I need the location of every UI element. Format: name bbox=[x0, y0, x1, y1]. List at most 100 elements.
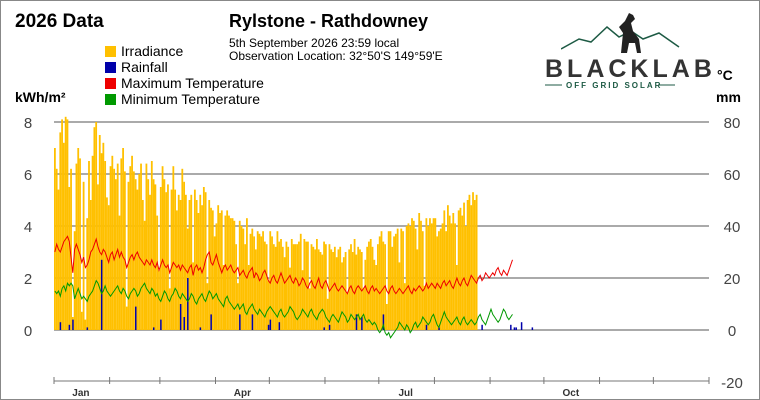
irradiance-bar bbox=[185, 194, 187, 330]
irradiance-bar bbox=[269, 231, 272, 330]
irradiance-bar bbox=[253, 236, 255, 330]
irradiance-bar bbox=[222, 265, 225, 330]
irradiance-bar bbox=[79, 158, 81, 330]
irradiance-bar bbox=[258, 233, 261, 330]
irradiance-bar bbox=[89, 200, 92, 330]
irradiance-bar bbox=[116, 163, 119, 330]
irradiance-bar bbox=[274, 246, 277, 330]
irradiance-bar bbox=[441, 223, 444, 330]
rainfall-bar bbox=[328, 324, 331, 330]
irradiance-bar bbox=[249, 233, 252, 330]
irradiance-bar bbox=[382, 241, 385, 330]
irradiance-bar bbox=[201, 205, 203, 330]
irradiance-bar bbox=[326, 298, 329, 330]
irradiance-bar bbox=[154, 184, 157, 330]
right-tick-label: -20 bbox=[721, 375, 743, 392]
irradiance-bar bbox=[307, 241, 309, 330]
rainfall-bar bbox=[251, 314, 254, 330]
irradiance-bar bbox=[362, 288, 365, 330]
irradiance-bar bbox=[312, 246, 315, 330]
irradiance-bar bbox=[391, 246, 394, 330]
irradiance-bar bbox=[57, 189, 60, 330]
irradiance-bar bbox=[432, 218, 435, 330]
irradiance-bar bbox=[168, 288, 171, 330]
max-temperature-line bbox=[54, 235, 513, 295]
irradiance-bar bbox=[423, 285, 426, 330]
irradiance-bar bbox=[335, 257, 338, 330]
irradiance-bar bbox=[149, 194, 151, 330]
irradiance-bar bbox=[400, 228, 403, 330]
irradiance-bar bbox=[193, 189, 196, 330]
irradiance-bar bbox=[91, 155, 94, 330]
irradiance-bar bbox=[463, 202, 465, 330]
irradiance-bar bbox=[211, 210, 214, 330]
x-tick-label-oct: Oct bbox=[562, 388, 579, 399]
irradiance-bar bbox=[147, 179, 150, 330]
irradiance-bar bbox=[120, 158, 123, 330]
temperature-lines bbox=[54, 235, 513, 339]
irradiance-bar bbox=[127, 181, 130, 330]
legend-min-temp: Minimum Temperature bbox=[105, 92, 260, 107]
rainfall-bar bbox=[199, 327, 202, 330]
irradiance-bar bbox=[136, 189, 139, 330]
irradiance-bar bbox=[256, 231, 259, 330]
irradiance-bar bbox=[97, 184, 99, 330]
irradiance-bar bbox=[235, 244, 238, 330]
irradiance-bar bbox=[412, 220, 415, 330]
irradiance-bar bbox=[107, 205, 110, 330]
irradiance-bar bbox=[473, 200, 476, 330]
irradiance-bar bbox=[254, 249, 257, 330]
rainfall-bar bbox=[72, 319, 74, 330]
irradiance-bar bbox=[472, 192, 474, 330]
irradiance-bar bbox=[416, 249, 419, 330]
irradiance-bar bbox=[398, 262, 401, 330]
irradiance-bar bbox=[420, 220, 422, 330]
irradiance-bar bbox=[64, 116, 67, 330]
irradiance-bar bbox=[62, 142, 65, 330]
irradiance-bar bbox=[260, 236, 263, 330]
irradiance-bar bbox=[405, 226, 408, 330]
legend-swatch-irradiance bbox=[105, 46, 116, 57]
irradiance-bar bbox=[104, 161, 107, 330]
irradiance-bar bbox=[98, 135, 101, 330]
legend-swatch-min-temp bbox=[105, 94, 116, 105]
irradiance-bar bbox=[228, 215, 230, 330]
legend-irradiance: Irradiance bbox=[105, 44, 183, 59]
irradiance-bar bbox=[202, 187, 205, 330]
irradiance-bar bbox=[292, 244, 295, 330]
irradiance-bar bbox=[123, 171, 126, 330]
irradiance-bar bbox=[364, 259, 367, 330]
left-tick-label: 8 bbox=[24, 115, 32, 132]
irradiance-bar bbox=[102, 142, 105, 330]
irradiance-bar bbox=[373, 259, 376, 330]
irradiance-bar bbox=[125, 306, 128, 330]
irradiance-bar bbox=[199, 194, 202, 330]
irradiance-bar bbox=[294, 244, 297, 330]
mountain-dog-logo-icon bbox=[561, 13, 680, 53]
irradiance-bar bbox=[61, 119, 63, 331]
axis-layer: 0 2 4 6 8 -20 0 20 40 60 80 Jan Apr Jul Oct bbox=[24, 115, 743, 399]
irradiance-bar bbox=[272, 244, 275, 330]
irradiance-bar bbox=[357, 246, 360, 330]
irradiance-bar bbox=[447, 205, 449, 330]
irradiance-bar bbox=[271, 236, 273, 330]
irradiance-bar bbox=[210, 207, 212, 330]
rainfall-bar bbox=[135, 306, 137, 330]
rainfall-bar bbox=[86, 327, 89, 330]
observation-location: Observation Location: 32°50'S 149°59'E bbox=[229, 49, 443, 63]
irradiance-bar bbox=[464, 226, 467, 330]
irradiance-bar bbox=[263, 241, 266, 330]
irradiance-bar bbox=[323, 241, 325, 330]
irradiance-bar bbox=[328, 244, 331, 330]
irradiance-bar bbox=[161, 166, 164, 330]
right-tick-label: 40 bbox=[724, 219, 741, 236]
irradiance-bar bbox=[418, 213, 421, 330]
irradiance-bar bbox=[86, 218, 89, 330]
irradiance-bar bbox=[448, 215, 451, 330]
legend-rainfall: Rainfall bbox=[105, 60, 168, 75]
irradiance-bar bbox=[100, 153, 103, 330]
irradiance-bar bbox=[183, 181, 185, 330]
irradiance-bar bbox=[450, 223, 453, 330]
